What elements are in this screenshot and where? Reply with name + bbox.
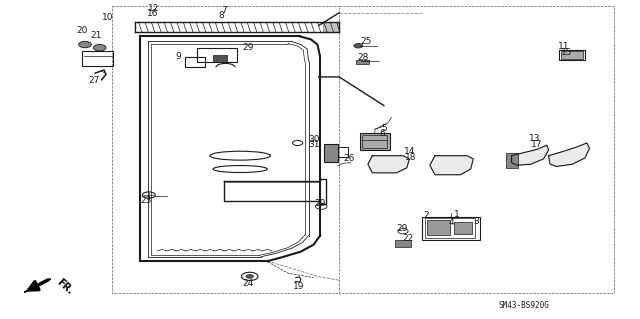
- Text: 19: 19: [292, 282, 304, 291]
- Text: 26: 26: [343, 154, 355, 163]
- Circle shape: [354, 44, 363, 48]
- Text: 3: 3: [474, 217, 479, 226]
- Circle shape: [246, 274, 253, 278]
- Text: 5: 5: [381, 124, 387, 133]
- Text: 29: 29: [243, 43, 254, 52]
- Bar: [559, 50, 585, 60]
- Text: 31: 31: [308, 140, 319, 149]
- Bar: [561, 51, 583, 59]
- Bar: [454, 222, 472, 234]
- Bar: [428, 220, 450, 235]
- Text: 8: 8: [219, 11, 225, 20]
- Text: 16: 16: [147, 9, 159, 18]
- Bar: [212, 55, 227, 62]
- Text: 23: 23: [141, 196, 152, 205]
- Text: 4: 4: [449, 218, 454, 226]
- Text: 9: 9: [175, 52, 181, 61]
- Bar: [506, 153, 518, 168]
- Polygon shape: [368, 156, 410, 173]
- Text: 1: 1: [454, 210, 460, 219]
- Text: 13: 13: [529, 134, 540, 143]
- Bar: [323, 22, 339, 32]
- Polygon shape: [511, 145, 548, 165]
- Text: 29: 29: [396, 224, 408, 233]
- Text: 25: 25: [360, 38, 372, 47]
- Bar: [83, 51, 113, 66]
- Bar: [362, 135, 387, 148]
- Text: 30: 30: [308, 135, 319, 144]
- Text: 29: 29: [314, 199, 326, 208]
- Text: 2: 2: [423, 211, 429, 220]
- Circle shape: [93, 45, 106, 51]
- Text: 7: 7: [221, 6, 227, 15]
- Text: 6: 6: [379, 129, 385, 138]
- Text: 22: 22: [403, 234, 413, 243]
- Text: 14: 14: [404, 147, 415, 156]
- Text: FR.: FR.: [55, 277, 75, 296]
- Polygon shape: [24, 279, 51, 292]
- Bar: [396, 241, 412, 248]
- Bar: [426, 218, 475, 238]
- Bar: [356, 60, 369, 64]
- Text: 15: 15: [561, 48, 572, 57]
- Bar: [422, 217, 479, 241]
- Polygon shape: [430, 156, 473, 175]
- Polygon shape: [548, 143, 589, 167]
- Text: 12: 12: [148, 4, 159, 13]
- Circle shape: [79, 41, 92, 48]
- Bar: [324, 144, 338, 162]
- Text: 18: 18: [405, 153, 417, 162]
- Bar: [184, 57, 205, 67]
- Bar: [360, 133, 390, 150]
- Text: 24: 24: [243, 279, 254, 288]
- Text: 11: 11: [558, 42, 570, 51]
- Text: 20: 20: [77, 26, 88, 35]
- Text: 27: 27: [88, 76, 100, 85]
- Text: 10: 10: [102, 13, 114, 22]
- Text: SM43-BS920G: SM43-BS920G: [499, 301, 550, 310]
- Text: 28: 28: [358, 53, 369, 62]
- Text: 21: 21: [91, 31, 102, 40]
- Text: 17: 17: [531, 140, 542, 149]
- Bar: [197, 48, 237, 62]
